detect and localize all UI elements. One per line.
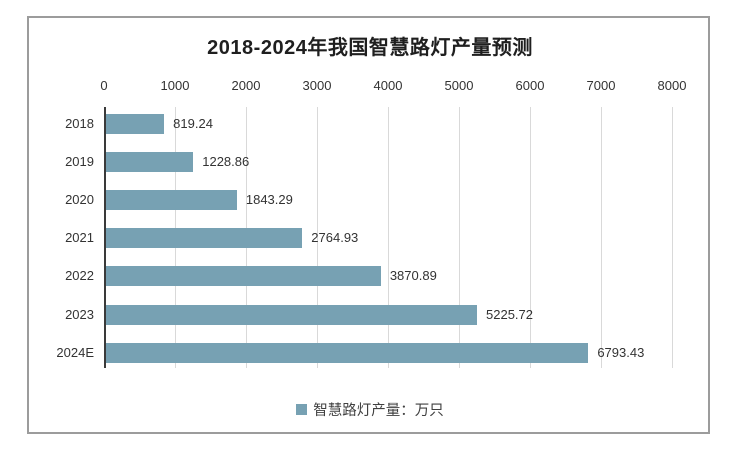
bar-2020 — [106, 190, 237, 211]
category-label: 2020 — [65, 192, 94, 208]
bar-2021 — [106, 228, 303, 249]
value-label: 5225.72 — [486, 306, 534, 322]
category-label: 2022 — [65, 268, 94, 284]
bar-2022 — [106, 266, 381, 287]
x-tick-label: 6000 — [515, 78, 545, 93]
y-axis-line — [104, 107, 106, 368]
legend-entry: 智慧路灯产量：万只 — [296, 399, 444, 420]
x-tick-label: 5000 — [444, 78, 474, 93]
chart-title: 2018-2024年我国智慧路灯产量预测 — [207, 37, 533, 59]
gridline — [530, 107, 531, 368]
category-label: 2021 — [65, 230, 94, 246]
gridline — [672, 107, 673, 368]
chart-frame — [27, 16, 710, 434]
x-tick-label: 8000 — [657, 78, 687, 93]
x-tick-label: 1000 — [160, 78, 190, 93]
bar-2024E — [106, 342, 589, 363]
value-label: 3870.89 — [389, 268, 437, 284]
value-label: 2764.93 — [311, 230, 359, 246]
bar-2018 — [106, 114, 165, 134]
value-label: 819.24 — [173, 116, 213, 131]
gridline — [317, 107, 318, 368]
category-label: 2019 — [65, 154, 94, 170]
legend-square-icon — [296, 404, 308, 415]
category-label: 2024E — [56, 344, 94, 360]
value-label: 6793.43 — [597, 344, 645, 360]
x-tick-label: 0 — [100, 78, 108, 93]
x-tick-label: 7000 — [586, 78, 616, 93]
legend-label: 智慧路灯产量：万只 — [313, 403, 444, 419]
value-label: 1843.29 — [245, 192, 293, 208]
x-tick-label: 4000 — [373, 78, 403, 93]
bar-2023 — [106, 304, 478, 325]
gridline — [388, 107, 389, 368]
x-tick-label: 2000 — [231, 78, 261, 93]
x-tick-label: 3000 — [302, 78, 332, 93]
gridline — [601, 107, 602, 368]
category-label: 2023 — [65, 306, 94, 322]
bar-2019 — [106, 152, 194, 173]
value-label: 1228.86 — [202, 154, 250, 170]
category-label: 2018 — [65, 116, 94, 131]
legend: 智慧路灯产量：万只 — [0, 399, 740, 420]
gridline — [459, 107, 460, 368]
